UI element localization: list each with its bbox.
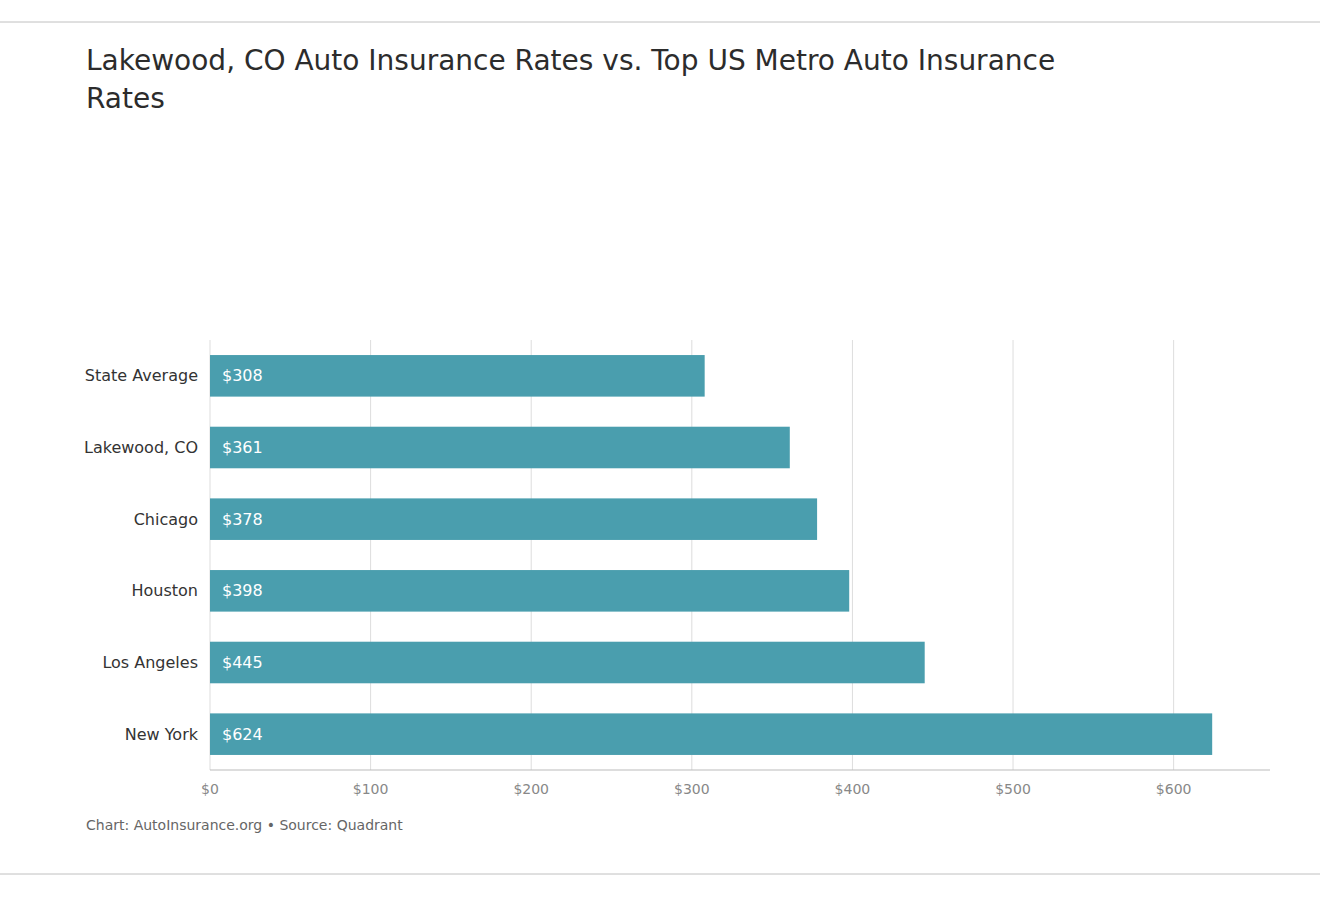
top-rule bbox=[0, 22, 1320, 23]
chart-svg: Lakewood, CO Auto Insurance Rates vs. To… bbox=[0, 0, 1320, 906]
y-tick-label: Houston bbox=[132, 581, 199, 600]
grid-line bbox=[1013, 340, 1014, 770]
data-label: $398 bbox=[222, 581, 263, 600]
title: Lakewood, CO Auto Insurance Rates vs. To… bbox=[86, 44, 1055, 115]
x-axis: $0 $100 $200 $300 $400 $500 $600 bbox=[201, 770, 1270, 797]
grid-line bbox=[852, 340, 853, 770]
title-line: Rates bbox=[86, 82, 165, 115]
grid-line bbox=[210, 340, 211, 770]
data-label: $445 bbox=[222, 653, 263, 672]
grid-line bbox=[370, 340, 371, 770]
y-axis: New York Los Angeles Houston Chicago Lakewoo… bbox=[84, 366, 199, 743]
bar bbox=[210, 713, 1212, 755]
footnote: Chart: AutoInsurance.org • Source: Quadr… bbox=[86, 817, 403, 833]
x-tick-label: $100 bbox=[353, 781, 389, 797]
bar bbox=[210, 355, 705, 397]
x-tick-label: $400 bbox=[835, 781, 871, 797]
x-axis-line bbox=[210, 770, 1270, 771]
bars bbox=[210, 355, 1212, 755]
title-line: Lakewood, CO Auto Insurance Rates vs. To… bbox=[86, 44, 1055, 77]
x-tick-label: $200 bbox=[513, 781, 549, 797]
x-tick-label: $600 bbox=[1156, 781, 1192, 797]
x-tick-label: $300 bbox=[674, 781, 710, 797]
background bbox=[0, 0, 1320, 906]
y-tick-label: Los Angeles bbox=[102, 653, 198, 672]
labels: $624 $445 $398 $378 $361 $308 bbox=[222, 366, 263, 743]
grid bbox=[210, 340, 1174, 770]
chart-container: Lakewood, CO Auto Insurance Rates vs. To… bbox=[0, 0, 1320, 906]
x-tick-label: $500 bbox=[995, 781, 1031, 797]
x-tick-label: $0 bbox=[201, 781, 219, 797]
bar bbox=[210, 498, 817, 540]
bar bbox=[210, 570, 849, 612]
y-tick-label: State Average bbox=[85, 366, 198, 385]
grid-line bbox=[691, 340, 692, 770]
data-label: $624 bbox=[222, 725, 263, 744]
bottom-rule bbox=[0, 874, 1320, 875]
y-tick-label: Lakewood, CO bbox=[84, 438, 198, 457]
data-label: $361 bbox=[222, 438, 263, 457]
bar bbox=[210, 642, 925, 684]
y-tick-label: New York bbox=[125, 725, 199, 744]
bar bbox=[210, 427, 790, 469]
y-tick-label: Chicago bbox=[134, 510, 198, 529]
data-label: $308 bbox=[222, 366, 263, 385]
data-label: $378 bbox=[222, 510, 263, 529]
grid-line bbox=[1173, 340, 1174, 770]
grid-line bbox=[531, 340, 532, 770]
